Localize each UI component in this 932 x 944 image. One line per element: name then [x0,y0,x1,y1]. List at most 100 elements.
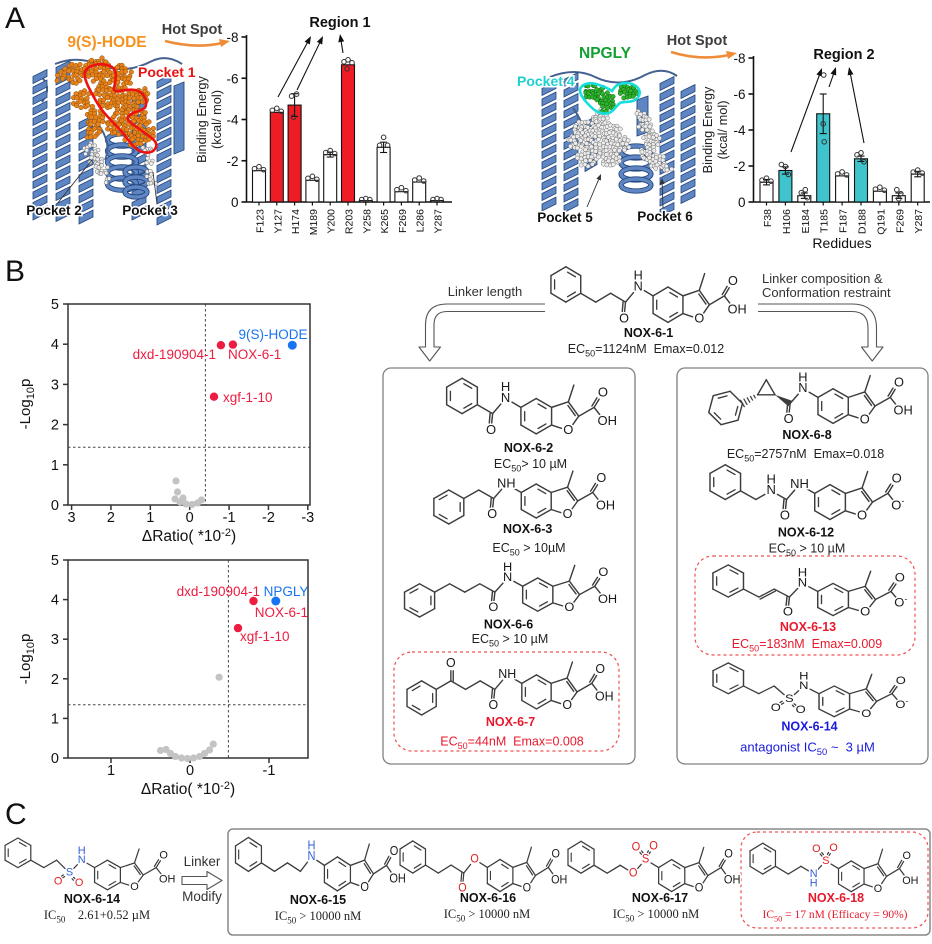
svg-text:N: N [78,854,86,866]
svg-text:-6: -6 [733,87,745,102]
svg-text:NOX-6-14: NOX-6-14 [64,892,120,906]
svg-text:C: C [5,798,27,831]
svg-text:ΔRatio( *10-2): ΔRatio( *10-2) [142,527,236,545]
svg-text:O: O [470,853,479,866]
svg-text:xgf-1-10: xgf-1-10 [240,629,290,644]
svg-text:4: 4 [51,337,59,353]
svg-text:-2: -2 [733,159,745,174]
svg-text:M189: M189 [308,209,320,235]
svg-text:O: O [895,571,905,584]
svg-text:OH: OH [159,873,175,885]
svg-text:O: O [860,411,870,426]
svg-text:OH: OH [894,403,913,418]
svg-text:O: O [619,310,629,325]
svg-text:EC50 > 10 µM: EC50 > 10 µM [472,632,549,649]
svg-text:-2: -2 [262,510,275,526]
svg-text:Conformation restraint: Conformation restraint [762,285,891,300]
svg-text:O: O [724,848,733,860]
svg-text:-1: -1 [223,510,236,526]
svg-text:O: O [796,703,806,716]
svg-text:O: O [486,422,496,437]
svg-text:H: H [501,379,510,394]
svg-text:0: 0 [186,763,194,779]
svg-text:NOX-6-3: NOX-6-3 [503,522,552,536]
svg-text:0: 0 [186,510,194,526]
svg-text:O: O [75,877,84,889]
svg-text:Linker length: Linker length [448,284,522,299]
svg-text:dxd-190904-1: dxd-190904-1 [133,347,216,362]
svg-text:O: O [598,565,608,579]
svg-text:O: O [784,411,794,426]
svg-text:Pocket 1: Pocket 1 [138,64,196,80]
svg-text:0: 0 [51,751,59,767]
svg-text:Hot Spot: Hot Spot [667,33,728,49]
svg-text:H: H [798,566,807,579]
svg-text:(kcal/ mol): (kcal/ mol) [209,90,224,149]
svg-text:S: S [642,853,650,865]
svg-text:EC50 > 10µM: EC50 > 10µM [492,541,565,558]
svg-text:-6: -6 [226,71,238,86]
svg-text:O: O [360,880,369,894]
svg-text:N: N [798,380,807,395]
svg-text:IC50 2.61+0.52 µM: IC50 2.61+0.52 µM [44,908,150,925]
svg-text:NH: NH [497,476,515,490]
svg-text:O: O [728,273,738,288]
svg-text:-4: -4 [733,123,745,138]
svg-text:O: O [632,841,641,853]
svg-text:0: 0 [51,498,59,514]
svg-text:F187: F187 [838,209,850,233]
svg-text:O: O [54,875,63,887]
svg-text:O: O [562,698,572,712]
svg-text:IC50 > 10000 nM: IC50 > 10000 nM [444,907,531,924]
svg-text:Region 2: Region 2 [813,47,874,63]
svg-text:S: S [822,855,829,867]
svg-text:-2: -2 [226,154,238,169]
svg-text:Region 1: Region 1 [309,15,370,31]
svg-text:O: O [523,882,532,895]
svg-text:F38: F38 [762,209,774,227]
svg-text:Redidues: Redidues [812,235,871,251]
svg-text:3: 3 [51,377,59,393]
svg-text:O: O [771,701,781,714]
svg-text:5: 5 [51,297,59,313]
svg-text:O: O [780,507,790,522]
svg-text:L286: L286 [415,209,427,233]
svg-text:H: H [634,267,643,282]
svg-text:K265: K265 [379,209,391,234]
svg-text:NOX-6-6: NOX-6-6 [484,618,533,632]
svg-text:antagonist IC50 ~ 3 µM: antagonist IC50 ~ 3 µM [740,740,875,758]
svg-text:Hot Spot: Hot Spot [162,22,223,38]
svg-text:xgf-1-10: xgf-1-10 [223,390,273,405]
svg-text:EC50 > 10 µM: EC50 > 10 µM [769,542,846,559]
svg-text:D188: D188 [857,209,869,234]
svg-text:-1: -1 [263,763,276,779]
svg-text:A: A [5,2,25,35]
svg-text:-3: -3 [301,510,314,526]
svg-text:Y287: Y287 [433,209,445,234]
svg-text:NOX-6-7: NOX-6-7 [486,715,535,729]
svg-text:IC50 > 10000 nM: IC50 > 10000 nM [613,907,700,924]
svg-text:O: O [159,849,168,861]
svg-text:H106: H106 [781,209,793,234]
svg-text:1: 1 [51,711,59,727]
svg-text:N: N [810,868,818,880]
svg-text:EC50=44nM Emax=0.008: EC50=44nM Emax=0.008 [440,735,583,752]
svg-text:-4: -4 [226,113,238,128]
svg-text:NOX-6-14: NOX-6-14 [781,720,837,734]
svg-text:0: 0 [231,195,239,210]
svg-text:N: N [503,570,512,584]
svg-text:N: N [634,278,643,293]
svg-text:O: O [564,601,574,615]
svg-text:OH: OH [596,498,615,512]
svg-text:H: H [78,845,86,857]
svg-text:F123: F123 [255,209,267,233]
svg-text:Pocket 2: Pocket 2 [26,203,82,218]
svg-text:Y287: Y287 [913,209,925,234]
svg-text:OH: OH [597,413,617,428]
svg-text:IC50 = 17 nM (Efficacy = 90%): IC50 = 17 nM (Efficacy = 90%) [763,909,908,924]
svg-text:Linker: Linker [184,854,221,869]
svg-text:NOX-6-17: NOX-6-17 [632,891,688,905]
svg-text:O: O [488,698,498,712]
svg-text:NOX-6-1: NOX-6-1 [255,605,308,620]
svg-text:OH: OH [902,875,918,887]
